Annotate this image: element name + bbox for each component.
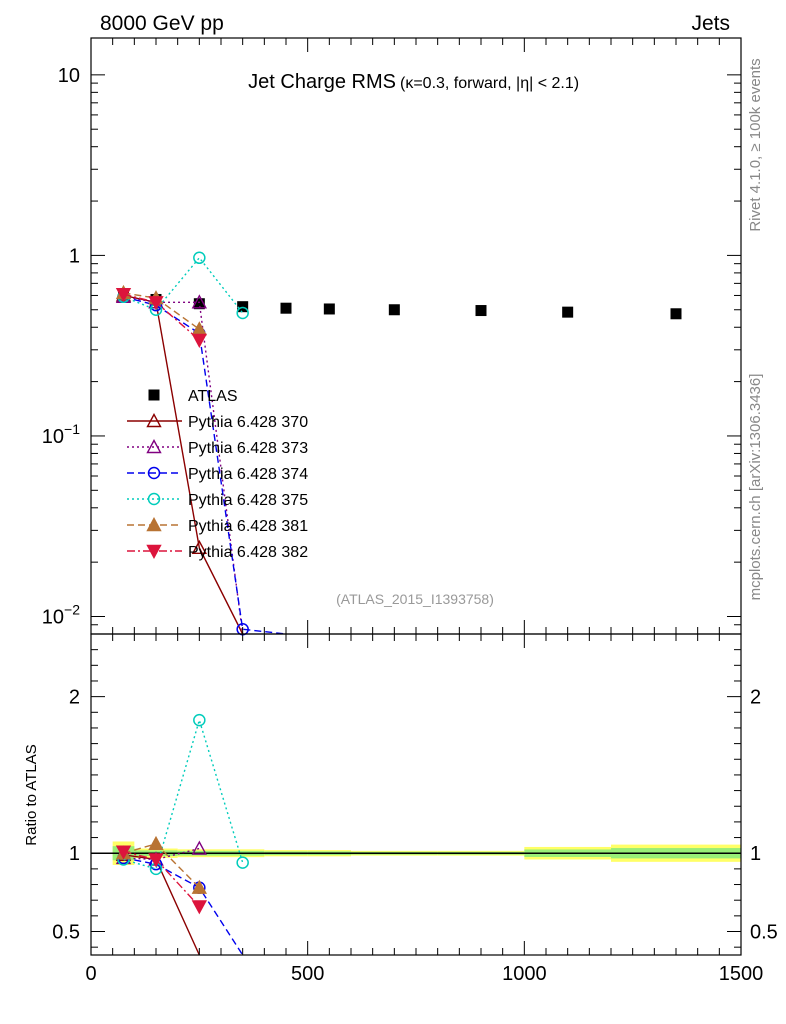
ratio-point <box>191 900 208 915</box>
ratio-series-line <box>123 717 244 870</box>
ratio-frame <box>90 633 742 956</box>
legend-marker <box>147 466 161 480</box>
main-point <box>191 539 208 555</box>
main-series-0 <box>118 288 682 320</box>
ratio-point <box>191 840 208 855</box>
main-series-line <box>123 296 287 635</box>
x-tick-label: 1000 <box>502 963 547 985</box>
main-series-2 <box>115 288 244 635</box>
analysis-watermark: (ATLAS_2015_I1393758) <box>336 591 494 607</box>
main-point <box>193 298 205 310</box>
legend-label: Pythia 6.428 375 <box>188 492 308 509</box>
chart-subtitle: (κ=0.3, forward, |η| < 2.1) <box>400 75 579 92</box>
x-tick-label: 0 <box>85 963 96 985</box>
main-point <box>670 308 682 320</box>
ratio-point <box>148 835 164 851</box>
main-series-line <box>123 292 200 330</box>
ratio-point <box>236 856 249 869</box>
ratio-series-line <box>123 857 244 956</box>
ratio-series-5 <box>115 845 208 915</box>
legend-label: Pythia 6.428 374 <box>188 466 308 483</box>
main-data <box>115 251 682 636</box>
main-point <box>237 301 249 313</box>
ratio-axis-label: Ratio to ATLAS <box>23 744 40 845</box>
main-point <box>148 296 164 311</box>
y-tick-label: 10 <box>58 65 80 87</box>
ratio-series-3 <box>117 713 249 876</box>
main-point <box>236 306 249 320</box>
main-point <box>191 294 208 309</box>
ratio-bands <box>91 841 741 865</box>
ratio-point <box>148 853 164 868</box>
legend-marker <box>147 492 161 506</box>
main-point <box>191 321 208 336</box>
legend-item: Pythia 6.428 370 <box>127 413 308 431</box>
ratio-y-tick-label-right: 0.5 <box>750 922 778 944</box>
ratio-data <box>115 713 249 956</box>
main-point <box>323 303 335 315</box>
ratio-y-tick-label-right: 2 <box>750 687 761 709</box>
legend-item: Pythia 6.428 381 <box>127 517 308 535</box>
main-point <box>562 306 574 318</box>
legend-item: Pythia 6.428 374 <box>127 466 308 483</box>
y-tick-label: 10−2 <box>42 602 80 629</box>
main-point <box>191 333 208 348</box>
main-series-line <box>123 296 244 635</box>
ratio-point <box>191 879 208 894</box>
legend-label: Pythia 6.428 373 <box>188 440 308 457</box>
main-series-4 <box>117 251 249 320</box>
legend-item: Pythia 6.428 373 <box>127 439 308 457</box>
legend-label: Pythia 6.428 382 <box>188 544 308 561</box>
ratio-series-line <box>123 847 200 861</box>
main-axes: 10−2 10−1 1 10 <box>42 37 742 635</box>
legend-marker <box>146 544 162 559</box>
legend-marker <box>146 413 162 428</box>
mcplots-label: mcplots.cern.ch [arXiv:1306.3436] <box>747 374 764 601</box>
legend-marker <box>148 389 160 401</box>
main-series-6 <box>115 287 208 348</box>
legend-label: Pythia 6.428 381 <box>188 518 308 535</box>
ratio-point <box>193 713 206 727</box>
main-point <box>115 287 132 303</box>
ratio-y-tick-label: 1 <box>69 843 80 865</box>
legend-marker <box>146 517 162 532</box>
ratio-series-4 <box>115 835 208 894</box>
ratio-axes: 0.5 0.5 1 1 2 2 0 500 1000 1500 <box>52 633 778 985</box>
legend-marker <box>146 439 162 454</box>
main-point <box>193 251 206 265</box>
main-point <box>475 305 487 317</box>
legend-label: Pythia 6.428 370 <box>188 414 308 431</box>
ratio-y-tick-label-right: 1 <box>750 843 761 865</box>
legend-label: ATLAS <box>188 388 238 405</box>
legend-item: Pythia 6.428 375 <box>127 492 308 509</box>
legend-item: ATLAS <box>148 388 238 405</box>
main-point <box>280 302 292 314</box>
main-point <box>388 304 400 316</box>
beam-label: 8000 GeV pp <box>100 12 224 35</box>
ratio-y-tick-label: 0.5 <box>52 922 80 944</box>
ratio-y-tick-label: 2 <box>69 687 80 709</box>
rivet-version-label: Rivet 4.1.0, ≥ 100k events <box>747 58 764 231</box>
legend-item: Pythia 6.428 382 <box>127 544 308 561</box>
main-series-line <box>123 294 244 635</box>
ratio-panel: 0.5 0.5 1 1 2 2 0 500 1000 1500 Ratio to ATLAS <box>23 633 778 985</box>
chart-title: Jet Charge RMS <box>248 71 396 93</box>
main-panel: Jet Charge RMS (κ=0.3, forward, |η| < 2.… <box>42 37 742 636</box>
legend: ATLAS Pythia 6.428 370 Pythia 6.428 373 Pyt… <box>127 388 308 561</box>
ratio-point <box>115 845 132 860</box>
y-tick-label: 1 <box>69 245 80 267</box>
main-series-1 <box>115 287 244 635</box>
y-tick-label: 10−1 <box>42 421 80 448</box>
category-label: Jets <box>691 12 730 35</box>
x-tick-label: 500 <box>291 963 324 985</box>
main-series-line <box>123 256 244 314</box>
x-tick-label: 1500 <box>719 963 764 985</box>
